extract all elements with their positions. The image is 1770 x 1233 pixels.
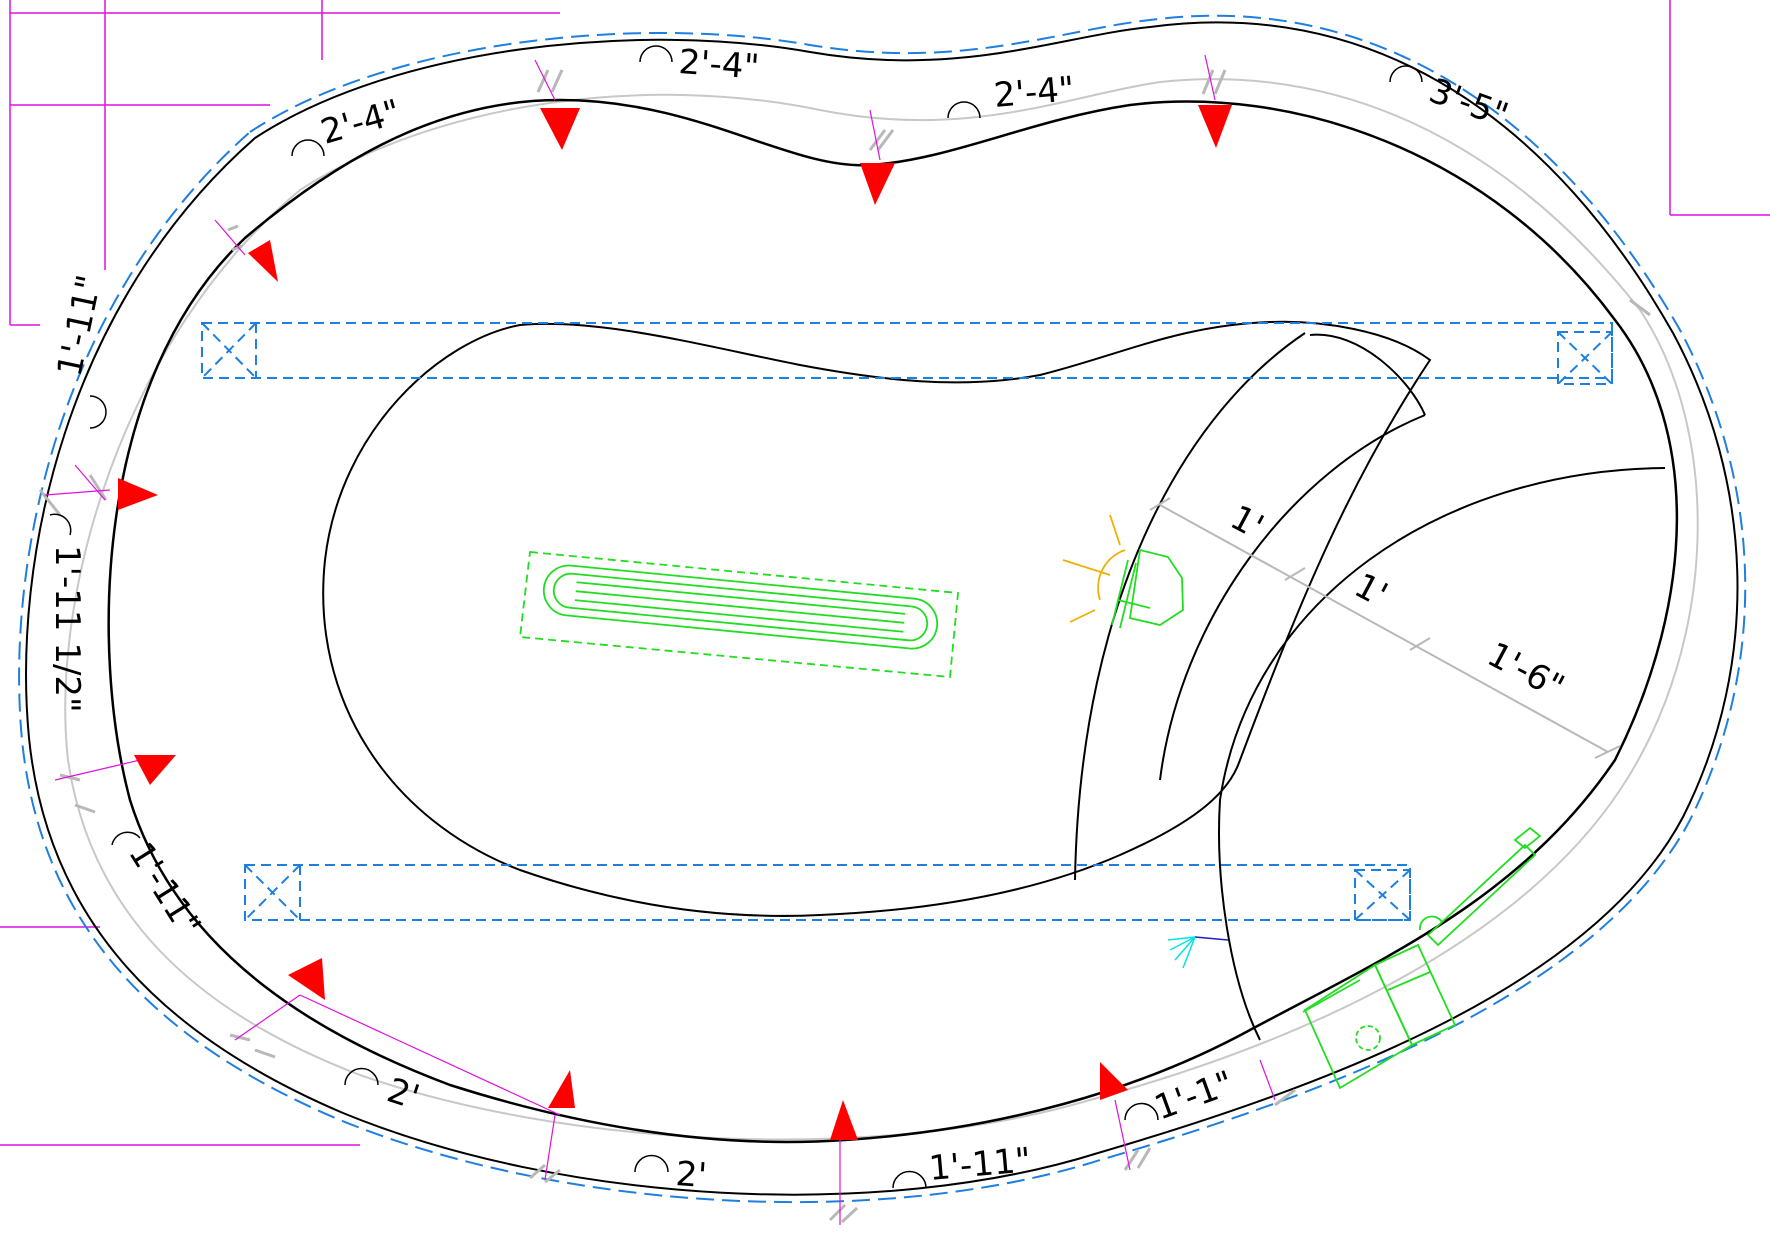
arc-label-bottom-right-2: 1'-1" xyxy=(1149,1063,1238,1128)
arc-symbol-icon xyxy=(1389,65,1423,83)
step-arc-3 xyxy=(1159,414,1426,781)
construction-grid xyxy=(0,0,1770,1146)
equipment-pad-icon xyxy=(1302,826,1542,1090)
arc-label-left-lower: 1'-11" xyxy=(120,836,208,944)
arc-symbol-icon xyxy=(892,1170,927,1189)
step-arc-4 xyxy=(1309,333,1426,416)
red-triangle-icon xyxy=(1198,105,1232,148)
arc-label-top-2: 2'-4" xyxy=(992,69,1076,116)
red-triangle-icon xyxy=(288,958,325,1000)
red-triangle-icon xyxy=(134,755,176,785)
lower-form xyxy=(244,864,1411,921)
inner-contour xyxy=(322,320,1432,917)
arc-symbol-icon xyxy=(291,139,325,157)
step-label-3: 1'-6" xyxy=(1481,635,1571,708)
arc-symbol-icon xyxy=(49,513,72,536)
arc-symbol-icon xyxy=(344,1067,379,1086)
pool-light-icon xyxy=(1062,514,1184,629)
arc-symbol-icon xyxy=(1124,1102,1159,1121)
pool-outer-edge xyxy=(25,21,1739,1196)
direction-markers xyxy=(118,105,1232,1140)
arc-symbol-icon xyxy=(111,831,141,846)
arc-symbol-icon xyxy=(634,1154,669,1173)
leader-lines xyxy=(44,54,1276,1225)
coping-offset-line xyxy=(18,14,1747,1204)
arc-symbol-icon xyxy=(639,45,673,63)
arc-symbols xyxy=(49,45,1423,1189)
upper-form xyxy=(201,322,1613,379)
arc-symbol-icon xyxy=(947,101,981,119)
spray-nozzle-icon xyxy=(1167,936,1229,969)
coping-centerline xyxy=(64,78,1699,1141)
step-arcs xyxy=(1074,332,1666,1041)
red-triangle-icon xyxy=(860,163,895,205)
arc-label-top-right: 3'-5" xyxy=(1424,71,1513,136)
coping-ticks xyxy=(38,69,1651,1224)
red-triangle-icon xyxy=(830,1100,858,1140)
step-dimension-labels: 1' 1' 1'-6" xyxy=(1224,498,1571,708)
red-triangle-icon xyxy=(548,1070,575,1108)
pool-inner-wall xyxy=(107,98,1679,1144)
arc-label-bottom-middle: 2' xyxy=(674,1154,708,1196)
step-arc-1 xyxy=(1074,332,1306,881)
red-triangle-icon xyxy=(248,240,278,282)
arc-label-bottom-left: 2' xyxy=(382,1071,424,1119)
red-triangle-icon xyxy=(540,108,580,150)
step-label-2: 1' xyxy=(1348,566,1394,616)
arc-label-bottom-right-1: 1'-11" xyxy=(927,1140,1032,1189)
step-arc-2 xyxy=(1218,467,1666,1041)
arc-label-top-1: 2'-4" xyxy=(677,42,760,88)
main-drain-icon xyxy=(518,551,959,678)
dashed-forms xyxy=(201,322,1613,921)
red-triangle-icon xyxy=(1100,1062,1128,1100)
step-dimension-line xyxy=(1149,497,1621,759)
red-triangle-icon xyxy=(118,478,158,510)
arc-symbol-icon xyxy=(89,395,107,429)
arc-label-left-middle: 1'-11 1/2" xyxy=(47,545,87,713)
